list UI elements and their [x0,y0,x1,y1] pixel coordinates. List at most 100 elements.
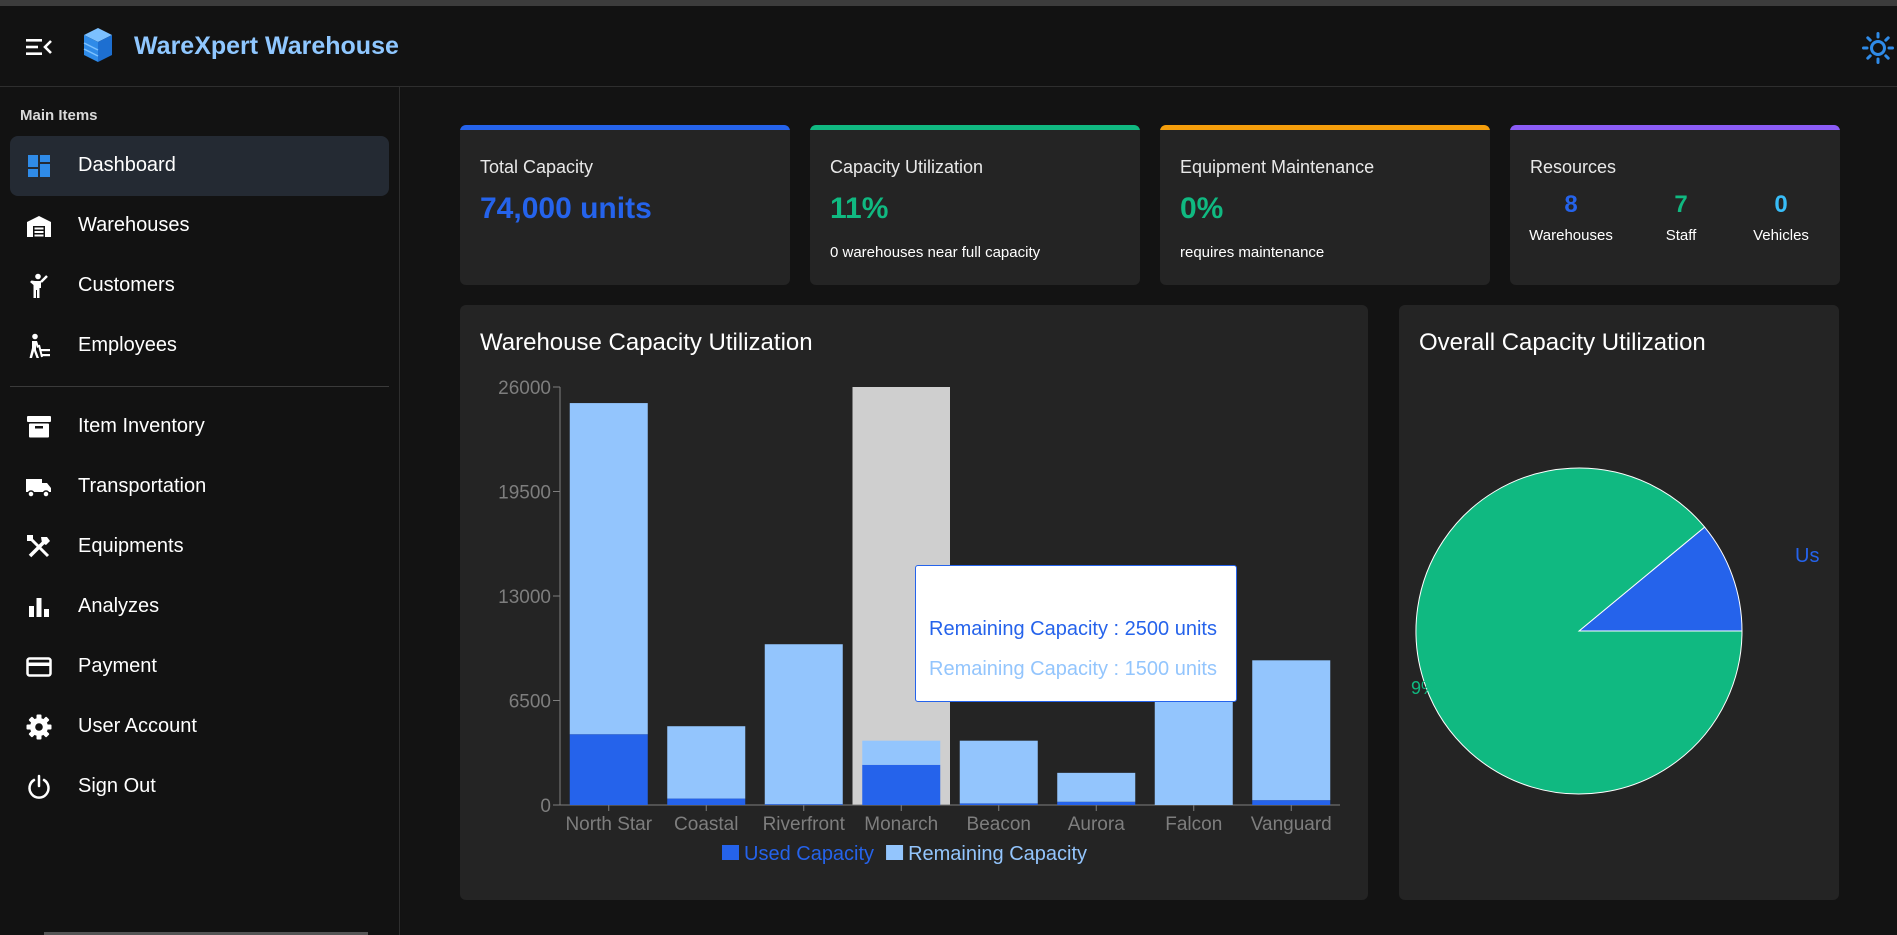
legend-label-remaining-capacity[interactable]: Remaining Capacity [908,843,1087,865]
resource-label: Vehicles [1753,227,1809,244]
card-value: 74,000 units [480,192,652,225]
bar-used-capacity-beacon[interactable] [959,803,1038,805]
bar-used-capacity-vanguard[interactable] [1252,800,1331,805]
sidebar-item-dashboard[interactable]: Dashboard [10,136,389,196]
sidebar-item-label: Warehouses [78,214,190,236]
pie-chart: Us 9% [1411,467,1819,795]
truck-icon [26,474,52,500]
app-header: WareXpert Warehouse [0,6,1897,87]
resource-warehouses: 8 Warehouses [1516,191,1626,244]
app-title: WareXpert Warehouse [134,32,399,60]
card-accent-bar [810,125,1140,130]
menu-collapse-icon[interactable] [24,34,54,60]
legend-label-used-capacity[interactable]: Used Capacity [744,843,874,865]
sidebar-item-label: Payment [78,655,157,677]
y-tick-label: 6500 [509,692,551,713]
sidebar-item-equipments[interactable]: Equipments [10,517,389,577]
worker-icon [26,333,52,359]
bar-remaining-capacity-beacon[interactable] [959,740,1038,804]
y-tick-label: 0 [540,796,551,817]
window-top-border [0,0,1897,6]
sidebar-item-label: Customers [78,274,175,296]
sidebar-item-item-inventory[interactable]: Item Inventory [10,397,389,457]
bar-chart: 0 6500 13000 19500 26000 North Star Coastal Riv… [498,378,1340,865]
resource-staff: 7 Staff [1626,191,1736,244]
logo-cube-icon [82,26,114,64]
legend-swatch-used-capacity [722,845,739,860]
sidebar-item-label: Employees [78,334,177,356]
card-value: 0% [1180,192,1224,225]
card-value: 11% [830,192,889,225]
card-title: Total Capacity [480,157,594,177]
resource-vehicles: 0 Vehicles [1726,191,1836,244]
resource-value: 8 [1564,191,1578,218]
card-subtext: requires maintenance [1180,244,1325,261]
x-tick-label: Aurora [1068,814,1125,835]
sidebar-divider [10,386,389,387]
bar-remaining-capacity-north-star[interactable] [569,403,648,735]
y-tick-label: 26000 [498,378,551,399]
pie-label-used: Us [1795,545,1819,567]
warehouse-icon [26,213,52,239]
resource-label: Warehouses [1529,227,1613,244]
bar-used-capacity-aurora[interactable] [1057,801,1136,805]
bar-used-capacity-coastal[interactable] [667,798,746,805]
sidebar-item-label: Sign Out [78,775,156,797]
total-capacity-card: Total Capacity 74,000 units [460,125,790,285]
tooltip-line-remaining: Remaining Capacity : 1500 units [929,658,1217,680]
overall-capacity-panel: Overall Capacity Utilization Us 9% [1399,305,1839,900]
x-tick-label: Beacon [967,814,1031,835]
capacity-utilization-card: Capacity Utilization 11% 0 warehouses ne… [810,125,1140,285]
tooltip-line-used: Remaining Capacity : 2500 units [929,618,1217,640]
bar-remaining-capacity-vanguard[interactable] [1252,660,1331,801]
sidebar-section-label: Main Items [20,107,98,124]
sidebar-item-label: Equipments [78,535,184,557]
credit-card-icon [26,654,52,680]
sidebar-item-user-account[interactable]: User Account [10,697,389,757]
card-subtext: 0 warehouses near full capacity [830,244,1041,261]
sidebar-item-label: Item Inventory [78,415,205,437]
card-title: Resources [1530,157,1617,177]
x-tick-label: Monarch [864,814,938,835]
bar-remaining-capacity-aurora[interactable] [1057,772,1136,802]
bar-remaining-capacity-coastal[interactable] [667,726,746,799]
bar-used-capacity-riverfront[interactable] [764,804,843,805]
horizontal-scrollbar[interactable] [44,932,368,935]
y-tick-label: 13000 [498,587,551,608]
x-tick-label: Riverfront [763,814,846,835]
sidebar-item-label: Dashboard [78,154,176,176]
pie-slice-remaining-capacity[interactable] [1415,467,1743,795]
bar-used-capacity-monarch[interactable] [862,764,941,805]
card-accent-bar [460,125,790,130]
bar-remaining-capacity-riverfront[interactable] [764,644,843,805]
pie-slice-used-capacity[interactable] [1577,526,1743,632]
card-accent-bar [1510,125,1840,130]
sidebar-item-employees[interactable]: Employees [10,316,389,376]
x-tick-label: Falcon [1165,814,1222,835]
resource-value: 0 [1774,191,1788,218]
power-icon [26,774,52,800]
resource-value: 7 [1674,191,1688,218]
sidebar-item-analyzes[interactable]: Analyzes [10,577,389,637]
sidebar-item-label: Transportation [78,475,207,497]
chart-tooltip: Remaining Capacity : 2500 units Remainin… [915,565,1237,702]
bar-chart-icon [26,594,52,620]
sidebar-item-payment[interactable]: Payment [10,637,389,697]
tools-icon [26,534,52,560]
bar-used-capacity-north-star[interactable] [569,734,648,805]
sidebar-item-transportation[interactable]: Transportation [10,457,389,517]
sidebar-item-sign-out[interactable]: Sign Out [10,757,389,817]
sidebar-item-customers[interactable]: Customers [10,256,389,316]
dashboard-icon [26,153,52,179]
card-title: Capacity Utilization [830,157,984,177]
sun-icon[interactable] [1862,32,1894,64]
legend-swatch-remaining-capacity [886,845,904,860]
x-tick-label: North Star [565,814,652,835]
card-title: Equipment Maintenance [1180,157,1375,177]
x-tick-label: Coastal [674,814,738,835]
sidebar-item-warehouses[interactable]: Warehouses [10,196,389,256]
sidebar-item-label: Analyzes [78,595,160,617]
bar-remaining-capacity-falcon[interactable] [1154,684,1233,805]
bar-remaining-capacity-monarch[interactable] [862,740,941,765]
